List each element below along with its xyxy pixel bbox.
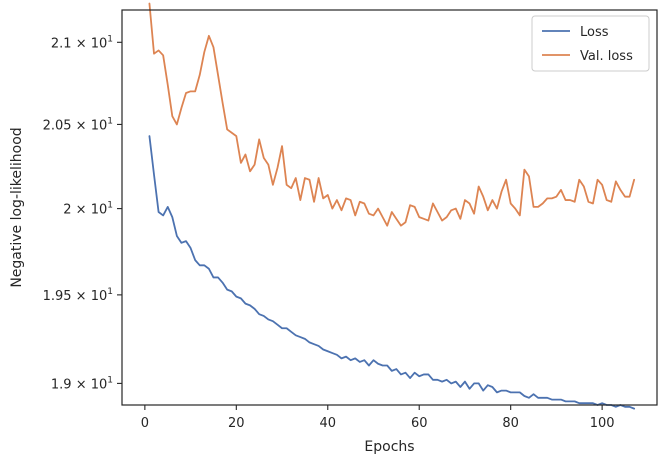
legend: Loss Val. loss bbox=[531, 15, 650, 72]
x-tick-label: 80 bbox=[502, 416, 519, 431]
x-tick-label: 40 bbox=[319, 416, 336, 431]
y-tick-label: 2.05 × 101 bbox=[43, 116, 113, 133]
y-tick-label: 1.95 × 101 bbox=[43, 287, 113, 304]
y-tick-label: 2.1 × 101 bbox=[51, 34, 113, 51]
series-line-loss bbox=[148, 135, 636, 410]
y-axis: 1.9 × 101 1.95 × 101 2 × 101 2.05 × 101 2.1 … bbox=[43, 34, 122, 392]
series-line-val-loss bbox=[148, 2, 636, 227]
x-axis-label: Epochs bbox=[364, 439, 414, 455]
series-layer bbox=[148, 2, 636, 410]
x-tick-label: 20 bbox=[228, 416, 245, 431]
legend-label-val-loss: Val. loss bbox=[580, 49, 633, 64]
legend-label-loss: Loss bbox=[580, 25, 609, 40]
plot-frame bbox=[121, 9, 658, 406]
x-tick-label: 100 bbox=[590, 416, 615, 431]
x-axis: 0 20 40 60 80 100 bbox=[141, 405, 615, 431]
y-tick-label: 2 × 101 bbox=[63, 201, 113, 218]
y-tick-label: 1.9 × 101 bbox=[51, 375, 113, 392]
y-axis-label: Negative log-likelihood bbox=[9, 127, 25, 287]
legend-box bbox=[531, 15, 650, 72]
x-tick-label: 60 bbox=[411, 416, 428, 431]
x-tick-label: 0 bbox=[141, 416, 149, 431]
